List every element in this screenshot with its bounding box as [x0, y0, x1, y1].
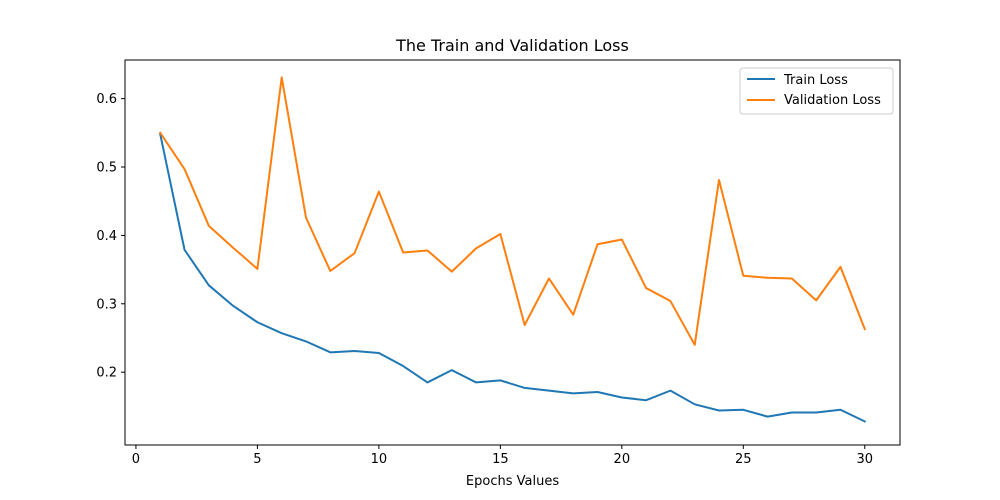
- x-axis-label: Epochs Values: [466, 474, 559, 489]
- y-axis-ticks: 0.2 0.3 0.4 0.5 0.6: [96, 92, 125, 381]
- y-tick-label: 0.5: [96, 161, 117, 176]
- y-tick-label: 0.3: [96, 297, 117, 312]
- legend-box: [739, 67, 894, 115]
- series-line-train-loss: [159, 133, 867, 423]
- chart-title: The Train and Validation Loss: [395, 36, 629, 55]
- y-tick-label: 0.4: [96, 229, 117, 244]
- series-layer: [158, 76, 867, 423]
- legend: Train Loss Validation Loss: [739, 67, 894, 115]
- x-axis-ticks: 0 5 10 15 20 25 30: [132, 445, 873, 467]
- x-tick-label: 15: [492, 452, 509, 467]
- plot-area: [125, 60, 900, 445]
- y-tick-label: 0.2: [96, 366, 117, 381]
- x-tick-label: 30: [856, 452, 873, 467]
- x-tick-label: 10: [371, 452, 388, 467]
- series-line-validation-loss: [158, 76, 867, 346]
- plot-frame: [124, 59, 901, 446]
- legend-train-loss-label: Train Loss: [783, 73, 848, 88]
- x-tick-label: 20: [614, 452, 631, 467]
- y-tick-label: 0.6: [96, 92, 117, 107]
- x-tick-label: 25: [735, 452, 752, 467]
- x-tick-label: 0: [132, 452, 140, 467]
- legend-validation-loss-label: Validation Loss: [784, 93, 881, 108]
- x-tick-label: 5: [253, 452, 261, 467]
